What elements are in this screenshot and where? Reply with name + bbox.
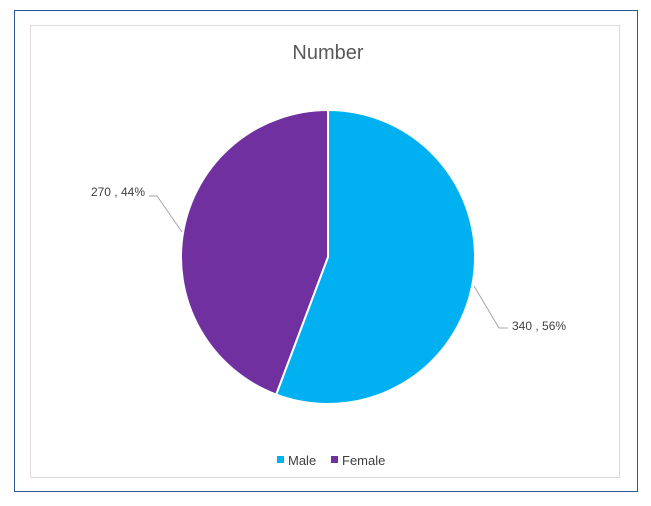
pie-slices	[180, 108, 476, 405]
chart-title: Number	[292, 42, 363, 64]
pie-slice-female	[180, 108, 329, 396]
legend: Male Female	[277, 453, 385, 468]
leader-lines	[149, 195, 508, 329]
legend-label-female: Female	[342, 453, 385, 468]
leader-line-female	[149, 195, 183, 233]
legend-swatch-male	[277, 456, 284, 463]
legend-label-male: Male	[288, 453, 316, 468]
data-label-male: 340 , 56%	[512, 319, 566, 333]
pie-slice-male	[274, 108, 476, 405]
data-label-female: 270 , 44%	[91, 185, 145, 199]
legend-swatch-female	[331, 456, 338, 463]
leader-line-male	[473, 285, 508, 329]
